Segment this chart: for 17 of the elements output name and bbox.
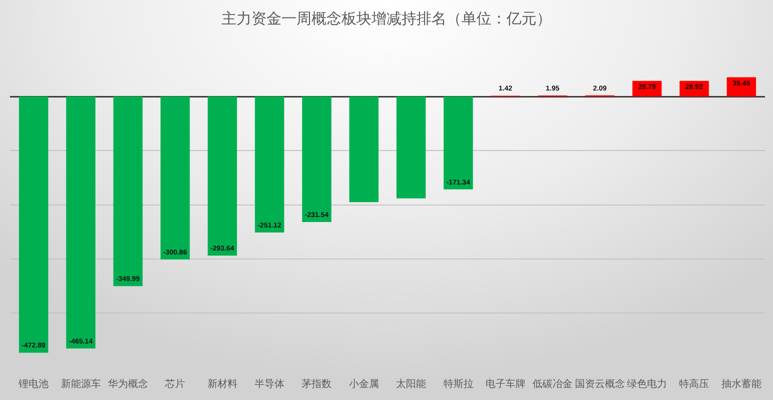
- x-tick-label: 国资云概念: [574, 378, 625, 390]
- x-tick-label: 太阳能: [396, 378, 426, 390]
- x-tick-label: 电子车牌: [485, 378, 526, 390]
- x-tick-label: 小金属: [348, 378, 379, 390]
- x-tick-label: 抽水蓄能: [721, 378, 762, 390]
- x-tick-label: 芯片: [164, 378, 186, 390]
- x-tick-label: 特斯拉: [443, 378, 474, 390]
- x-tick-label: 茅指数: [302, 378, 332, 390]
- x-tick-label: 低碳冶金: [532, 378, 573, 390]
- chart-title: 主力资金一周概念板块增减持排名（单位：亿元）: [222, 10, 552, 28]
- x-tick-label: 锂电池: [18, 378, 49, 390]
- x-tick-label: 特高压: [679, 378, 710, 390]
- x-tick-label: 华为概念: [108, 378, 148, 390]
- x-tick-label: 半导体: [254, 378, 285, 390]
- x-tick-label: 新能源车: [60, 378, 101, 390]
- x-tick-label: 新材料: [207, 378, 238, 390]
- x-tick-label: 绿色电力: [627, 378, 668, 390]
